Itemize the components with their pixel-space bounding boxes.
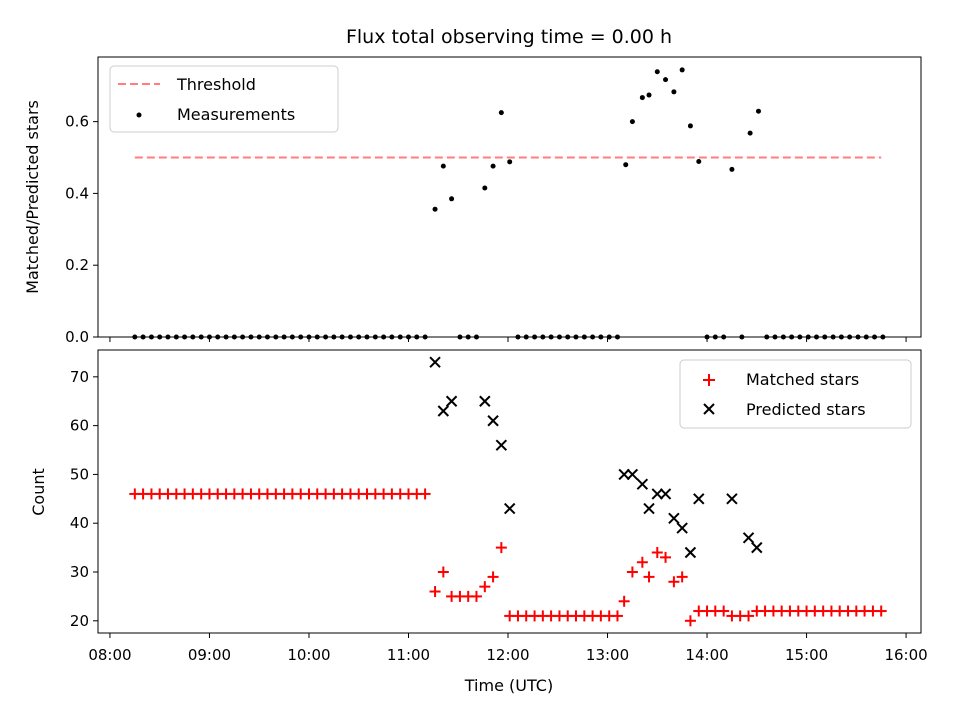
- matched-point: [626, 566, 638, 578]
- bottom-legend: Matched stars Predicted stars: [679, 359, 912, 429]
- bottom-y-tick-label: 40: [70, 514, 89, 532]
- predicted-point: [445, 395, 458, 407]
- predicted-point: [676, 522, 688, 534]
- predicted-point: [503, 502, 516, 515]
- matched-point: [668, 576, 680, 588]
- measurement-point: [440, 163, 446, 169]
- predicted-point: [668, 512, 680, 525]
- measurement-point: [432, 206, 438, 212]
- measurement-point: [729, 166, 735, 172]
- x-tick-label: 16:00: [884, 646, 927, 664]
- legend-measurements-label: Measurements: [177, 105, 295, 124]
- x-tick-label: 08:00: [88, 646, 131, 664]
- top-panel: 0.0 0.2 0.4 0.6 Matched/Predicted stars Thr…: [23, 56, 922, 346]
- matched-point: [618, 595, 630, 607]
- matched-point: [429, 586, 441, 598]
- bottom-y-tick-label: 20: [70, 612, 89, 630]
- x-tick-label: 10:00: [287, 646, 330, 664]
- x-tick-label: 15:00: [785, 646, 828, 664]
- x-tick-label: 12:00: [486, 646, 529, 664]
- x-axis-label: Time (UTC): [464, 676, 553, 695]
- top-y-tick-label: 0.4: [65, 184, 89, 202]
- predicted-point: [479, 395, 491, 407]
- x-tick-label: 14:00: [685, 646, 728, 664]
- matched-point: [718, 605, 730, 617]
- measurement-point: [507, 159, 513, 165]
- matched-point: [437, 566, 449, 578]
- legend-predicted-label: Predicted stars: [746, 400, 866, 419]
- bottom-y-axis-label: Count: [29, 468, 48, 516]
- matched-point: [676, 571, 688, 583]
- x-tick-label: 13:00: [586, 646, 629, 664]
- predicted-point: [751, 541, 763, 554]
- measurement-point: [747, 130, 753, 136]
- top-y-tick-label: 0.6: [65, 113, 89, 131]
- legend-matched-label: Matched stars: [746, 370, 859, 389]
- bottom-y-tick-label: 70: [70, 368, 89, 386]
- measurement-point: [498, 110, 504, 116]
- predicted-point: [643, 502, 655, 515]
- measurement-point: [755, 108, 761, 114]
- measurement-point: [490, 163, 496, 169]
- legend-threshold-label: Threshold: [176, 75, 256, 94]
- measurement-point: [654, 69, 660, 75]
- measurement-point: [623, 162, 629, 168]
- measurement-point: [687, 123, 693, 129]
- predicted-point: [429, 356, 441, 368]
- matched-point: [643, 571, 655, 583]
- bottom-plot-frame: [97, 349, 922, 634]
- predicted-point: [626, 468, 639, 481]
- matched-point: [487, 571, 499, 583]
- predicted-point: [651, 488, 663, 500]
- measurement-point: [629, 119, 635, 125]
- x-tick-label: 09:00: [188, 646, 231, 664]
- predicted-point: [618, 468, 630, 481]
- matched-point: [684, 615, 696, 627]
- matched-point: [636, 556, 648, 568]
- predicted-point: [726, 493, 738, 505]
- top-y-axis-label: Matched/Predicted stars: [23, 100, 42, 294]
- predicted-point: [487, 415, 499, 427]
- top-legend: Threshold Measurements: [109, 65, 339, 133]
- chart-title: Flux total observing time = 0.00 h: [346, 26, 672, 48]
- measurement-point: [696, 158, 702, 164]
- predicted-point: [693, 493, 705, 505]
- matched-point: [495, 542, 507, 554]
- bottom-y-tick-label: 30: [70, 563, 89, 581]
- measurement-point: [679, 67, 685, 73]
- measurement-point: [639, 95, 645, 101]
- bottom-y-tick-label: 50: [70, 465, 89, 483]
- matched-point: [743, 610, 755, 622]
- predicted-point: [495, 439, 508, 451]
- matched-point: [611, 610, 623, 622]
- matched-point: [479, 581, 491, 593]
- predicted-point: [659, 488, 672, 500]
- legend-measurements-swatch: [136, 112, 142, 118]
- matched-point: [875, 605, 887, 617]
- predicted-point: [437, 405, 450, 417]
- matched-point: [651, 546, 663, 558]
- measurement-point: [663, 77, 669, 83]
- matched-point: [470, 590, 482, 602]
- predicted-point: [684, 546, 697, 559]
- legend-matched-swatch: [703, 374, 715, 386]
- matched-point: [660, 551, 672, 563]
- bottom-y-tick-label: 60: [70, 417, 89, 435]
- measurement-point: [482, 185, 488, 191]
- bottom-panel: 08:00 09:00 10:00 11:00 12:00 13:00 14:00 15:00…: [29, 349, 928, 695]
- measurement-point: [671, 89, 677, 95]
- top-y-tick-label: 0.2: [65, 256, 89, 274]
- x-tick-label: 11:00: [387, 646, 430, 664]
- top-y-tick-label: 0.0: [65, 328, 89, 346]
- measurement-point: [646, 92, 652, 98]
- predicted-point: [636, 478, 649, 490]
- measurement-point: [449, 196, 455, 202]
- predicted-point: [742, 532, 755, 544]
- legend-predicted-swatch: [703, 403, 715, 415]
- matched-point: [419, 488, 431, 500]
- top-plot-frame: [97, 56, 922, 338]
